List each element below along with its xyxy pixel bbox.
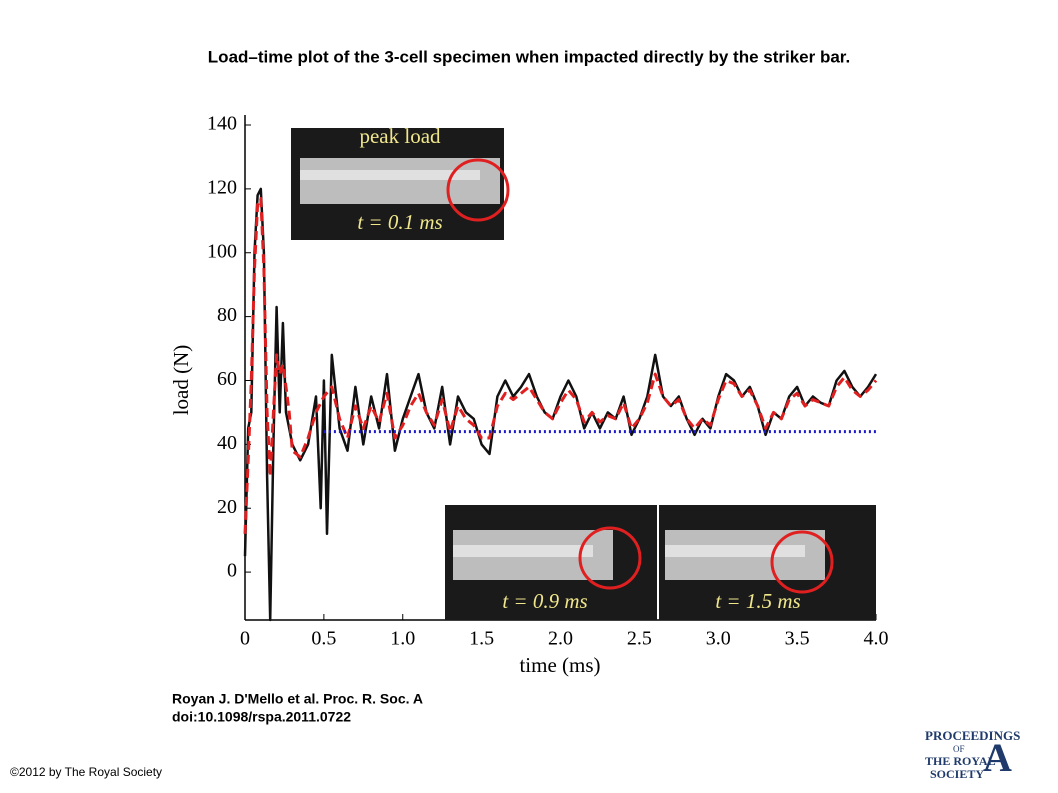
series-line [243, 197, 878, 534]
y-tick-label: 40 [217, 432, 237, 454]
x-tick-label: 1.0 [390, 628, 415, 650]
y-tick-label: 100 [207, 240, 237, 262]
title: Load–time plot of the 3-cell specimen wh… [208, 47, 850, 66]
inset-text: t = 0.9 ms [502, 589, 587, 613]
x-tick-label: 2.0 [548, 628, 573, 650]
x-tick-label: 0.5 [311, 628, 336, 650]
x-axis-label: time (ms) [519, 653, 600, 677]
inset-3 [659, 505, 876, 620]
logo-text: THE ROYAL [925, 754, 996, 768]
y-tick-label: 0 [227, 560, 237, 582]
y-tick-label: 140 [207, 113, 237, 135]
x-tick-label: 2.5 [627, 628, 652, 650]
logo-text: A [983, 735, 1012, 780]
inset-text: t = 1.5 ms [715, 589, 800, 613]
y-tick-label: 80 [217, 304, 237, 326]
x-tick-label: 1.5 [469, 628, 494, 650]
inset-1 [291, 128, 510, 240]
inset-2 [445, 505, 657, 620]
x-tick-label: 4.0 [864, 628, 889, 650]
x-tick-label: 0 [240, 628, 250, 650]
y-axis-label: load (N) [169, 345, 193, 416]
copyright: ©2012 by The Royal Society [10, 765, 162, 779]
logo-text: SOCIETY [930, 767, 984, 781]
citation: Royan J. D'Mello et al. Proc. R. Soc. A [172, 691, 423, 707]
y-tick-label: 60 [217, 368, 237, 390]
y-tick-label: 120 [207, 176, 237, 198]
logo-text: OF [953, 744, 965, 754]
logo-text: PROCEEDINGS [925, 728, 1020, 743]
x-tick-label: 3.0 [706, 628, 731, 650]
y-tick-label: 20 [217, 496, 237, 518]
inset-text: t = 0.1 ms [357, 210, 442, 234]
citation: doi:10.1098/rspa.2011.0722 [172, 709, 351, 725]
logo: PROCEEDINGS OF THE ROYAL SOCIETY A [925, 728, 1020, 781]
x-tick-label: 3.5 [785, 628, 810, 650]
inset-text: peak load [359, 124, 441, 148]
